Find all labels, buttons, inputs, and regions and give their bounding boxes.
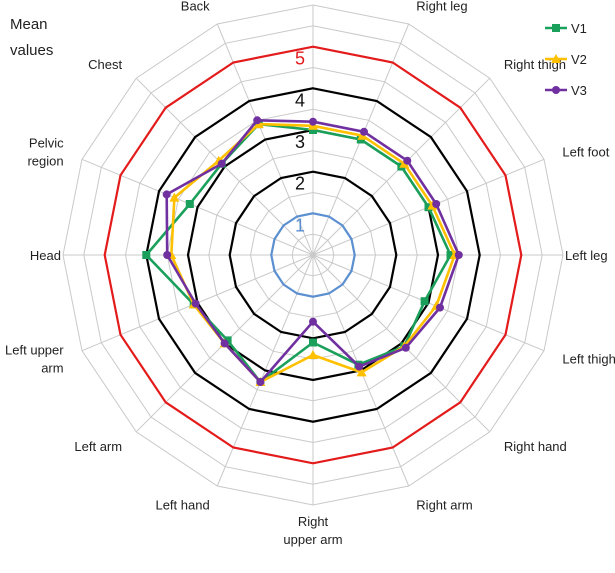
point-V3 [403, 156, 412, 165]
point-V3 [309, 117, 317, 126]
point-V2 [169, 192, 180, 202]
point-V3 [217, 159, 226, 168]
point-V1 [309, 338, 317, 347]
point-V3 [432, 200, 441, 208]
point-V3 [253, 116, 262, 125]
ring-label-1: 1 [295, 215, 305, 235]
axis-label-right-thigh: Right thigh [504, 57, 566, 72]
legend-marker-V2 [551, 54, 561, 63]
point-V1 [142, 251, 151, 259]
ring-label-5: 5 [295, 49, 305, 69]
point-V3 [436, 303, 444, 312]
legend-label-V2: V2 [571, 52, 587, 67]
axis-label-right-upper-arm: Right upper arm [283, 514, 342, 547]
point-V3 [191, 299, 200, 308]
point-V3 [309, 317, 317, 326]
point-V1 [420, 297, 429, 306]
point-V1 [185, 200, 194, 208]
axis-label-pelvic-region: Pelvic region [27, 136, 64, 169]
reference-ring-5 [103, 45, 523, 465]
axis-label-left-arm: Left arm [74, 439, 122, 454]
point-V2 [308, 350, 318, 359]
point-V3 [454, 251, 463, 259]
axis-label-back: Back [181, 0, 210, 14]
ring-label-4: 4 [295, 90, 305, 110]
point-V2 [356, 367, 367, 377]
point-V3 [163, 251, 172, 259]
axis-label-right-arm: Right arm [416, 497, 472, 512]
reference-ring-2 [228, 170, 398, 340]
point-V3 [401, 343, 410, 352]
point-V3 [256, 378, 265, 386]
axis-label-head: Head [30, 248, 61, 263]
chart-title: Mean values [10, 16, 54, 59]
point-V1 [424, 203, 433, 212]
point-V3 [220, 339, 229, 348]
axis-label-right-hand: Right hand [504, 439, 567, 454]
axis-label-left-foot: Left foot [562, 145, 609, 160]
point-V3 [360, 127, 368, 136]
reference-ring-1 [270, 212, 356, 298]
legend-marker-V3 [552, 86, 560, 94]
ring-label-2: 2 [295, 174, 305, 194]
point-V1 [223, 336, 232, 345]
axis-label-left-thigh: Left thigh [562, 351, 615, 366]
point-V3 [355, 362, 364, 371]
axis-label-left-upper-arm: Left upper arm [5, 342, 64, 375]
axis-label-right-leg: Right leg [416, 0, 467, 14]
legend-label-V1: V1 [571, 21, 587, 36]
point-V3 [162, 190, 171, 199]
axis-label-left-leg: Left leg [565, 248, 608, 263]
ring-label-3: 3 [295, 132, 305, 152]
axis-label-chest: Chest [88, 57, 122, 72]
legend-marker-V1 [552, 24, 560, 32]
legend-label-V3: V3 [571, 83, 587, 98]
point-V1 [309, 126, 317, 134]
point-V1 [446, 251, 455, 259]
reference-ring-4 [145, 87, 481, 423]
axis-label-left-hand: Left hand [155, 497, 209, 512]
